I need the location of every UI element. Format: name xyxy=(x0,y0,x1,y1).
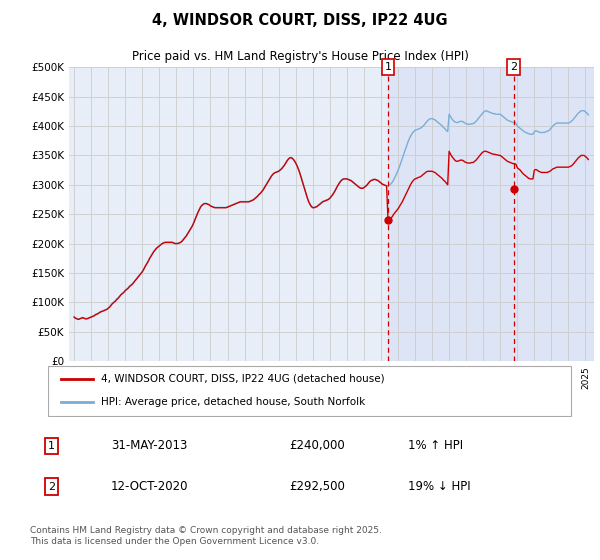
Bar xyxy=(388,67,594,361)
Text: £240,000: £240,000 xyxy=(289,440,345,452)
Text: 2: 2 xyxy=(48,482,55,492)
Text: HPI: Average price, detached house, South Norfolk: HPI: Average price, detached house, Sout… xyxy=(101,397,365,407)
Text: 1% ↑ HPI: 1% ↑ HPI xyxy=(408,440,463,452)
Text: 1: 1 xyxy=(385,62,392,72)
FancyBboxPatch shape xyxy=(48,366,571,416)
Text: 4, WINDSOR COURT, DISS, IP22 4UG: 4, WINDSOR COURT, DISS, IP22 4UG xyxy=(152,13,448,29)
Text: 2: 2 xyxy=(510,62,517,72)
Text: 19% ↓ HPI: 19% ↓ HPI xyxy=(408,480,470,493)
Text: Price paid vs. HM Land Registry's House Price Index (HPI): Price paid vs. HM Land Registry's House … xyxy=(131,50,469,63)
Text: 12-OCT-2020: 12-OCT-2020 xyxy=(111,480,188,493)
Text: 31-MAY-2013: 31-MAY-2013 xyxy=(111,440,187,452)
Text: 1: 1 xyxy=(48,441,55,451)
Text: 4, WINDSOR COURT, DISS, IP22 4UG (detached house): 4, WINDSOR COURT, DISS, IP22 4UG (detach… xyxy=(101,374,385,384)
Text: £292,500: £292,500 xyxy=(289,480,345,493)
Text: Contains HM Land Registry data © Crown copyright and database right 2025.
This d: Contains HM Land Registry data © Crown c… xyxy=(30,526,382,546)
